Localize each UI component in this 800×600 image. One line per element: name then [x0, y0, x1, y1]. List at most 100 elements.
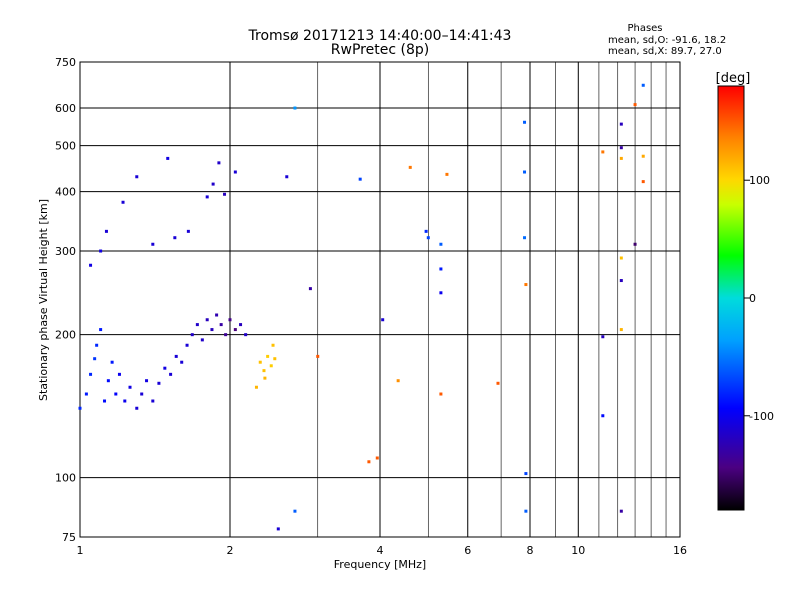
- data-point: [641, 154, 645, 158]
- x-tick-label: 16: [673, 544, 687, 557]
- data-point: [215, 313, 219, 317]
- data-point: [271, 343, 275, 347]
- data-point: [358, 177, 362, 181]
- colorbar-ticks: 100 0 -100: [744, 174, 774, 423]
- data-point: [524, 472, 528, 476]
- data-point: [219, 323, 223, 327]
- data-point: [104, 229, 108, 233]
- data-point: [205, 318, 209, 322]
- x-tick-label: 2: [227, 544, 234, 557]
- data-point: [110, 360, 114, 364]
- data-point: [523, 236, 527, 240]
- data-point: [135, 406, 139, 410]
- data-point: [78, 406, 82, 410]
- data-point: [262, 369, 266, 373]
- data-point: [381, 318, 385, 322]
- data-point: [200, 338, 204, 342]
- x-tick-label: 8: [527, 544, 534, 557]
- data-point: [151, 399, 155, 403]
- data-point: [186, 229, 190, 233]
- y-axis-ticks: 75 100 200 300 400 500 600 750: [55, 56, 76, 544]
- data-point: [166, 156, 170, 160]
- phases-title: Phases: [627, 23, 662, 34]
- data-point: [223, 192, 227, 196]
- colorbar-unit: [deg]: [716, 71, 751, 86]
- data-point: [266, 354, 270, 358]
- data-point: [84, 392, 88, 396]
- data-point: [439, 242, 443, 246]
- y-tick-label: 600: [55, 102, 76, 115]
- data-point: [174, 354, 178, 358]
- data-point: [367, 460, 371, 464]
- data-point: [426, 236, 430, 240]
- data-point: [523, 120, 527, 124]
- data-point: [224, 333, 228, 337]
- data-point: [123, 399, 127, 403]
- data-point: [173, 236, 177, 240]
- data-point: [619, 156, 623, 160]
- data-point: [205, 195, 209, 199]
- data-point: [121, 200, 125, 204]
- data-point: [619, 509, 623, 513]
- data-point: [228, 318, 232, 322]
- data-point: [93, 357, 97, 361]
- data-point: [89, 372, 93, 376]
- data-point: [254, 385, 258, 389]
- data-point: [633, 103, 637, 107]
- x-axis-ticks: 1 2 4 6 8 10 16: [77, 544, 688, 557]
- data-point: [117, 372, 121, 376]
- data-point: [180, 360, 184, 364]
- data-point: [408, 165, 412, 169]
- data-point: [439, 291, 443, 295]
- x-tick-label: 4: [377, 544, 384, 557]
- x-tick-label: 10: [571, 544, 585, 557]
- data-point: [375, 456, 379, 460]
- data-point: [151, 242, 155, 246]
- data-point: [316, 354, 320, 358]
- data-point: [293, 106, 297, 110]
- chart-title-line1: Tromsø 20171213 14:40:00–14:41:43: [248, 28, 512, 44]
- data-point: [185, 343, 189, 347]
- data-point: [89, 263, 93, 267]
- data-point: [95, 343, 99, 347]
- data-point: [169, 372, 173, 376]
- data-point: [233, 170, 237, 174]
- data-point: [210, 328, 214, 332]
- y-axis-label: Stationary phase Virtual Height [km]: [37, 199, 50, 401]
- data-point: [524, 509, 528, 513]
- data-point: [601, 150, 605, 154]
- data-point: [308, 287, 312, 291]
- grid-lines: [79, 62, 681, 537]
- data-point: [263, 376, 267, 380]
- y-tick-label: 300: [55, 245, 76, 258]
- data-point: [619, 122, 623, 126]
- data-point: [424, 229, 428, 233]
- phases-stats-o: mean, sd,O: -91.6, 18.2: [608, 35, 726, 46]
- data-point: [601, 335, 605, 339]
- data-point: [99, 249, 103, 253]
- data-point: [145, 379, 149, 383]
- data-point: [601, 414, 605, 418]
- y-tick-label: 75: [62, 531, 76, 544]
- x-axis-label: Frequency [MHz]: [334, 558, 426, 571]
- data-point: [619, 279, 623, 283]
- y-tick-label: 500: [55, 140, 76, 153]
- chart-title-line2: RwPretec (8p): [331, 42, 429, 58]
- data-point: [619, 146, 623, 150]
- x-tick-label: 1: [77, 544, 84, 557]
- data-point: [496, 381, 500, 385]
- colorbar-tick-label: 0: [749, 292, 756, 305]
- y-tick-label: 100: [55, 472, 76, 485]
- data-point: [128, 385, 132, 389]
- y-tick-label: 400: [55, 186, 76, 199]
- data-point: [106, 379, 110, 383]
- data-point: [439, 267, 443, 271]
- colorbar: [717, 85, 745, 511]
- data-point: [258, 360, 262, 364]
- phases-stats-x: mean, sd,X: 89.7, 27.0: [608, 46, 722, 57]
- data-point: [273, 357, 277, 361]
- data-point: [619, 256, 623, 260]
- data-point: [269, 364, 273, 368]
- data-point: [619, 328, 623, 332]
